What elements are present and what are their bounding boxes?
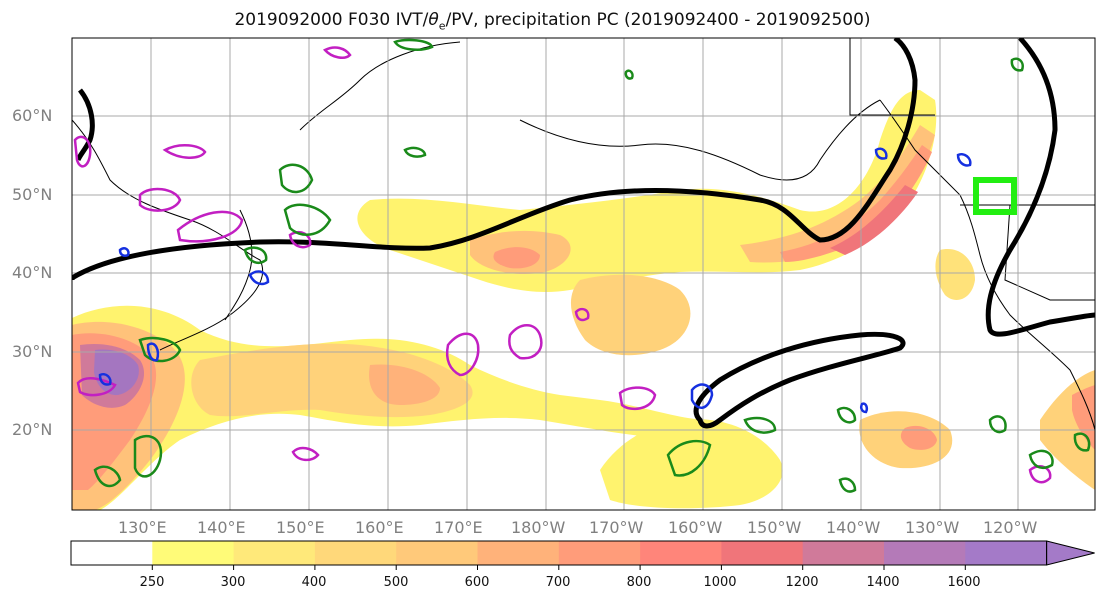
title-prefix: 2019092000 F030 IVT/ <box>234 10 429 30</box>
pv-contours-blue <box>98 147 972 414</box>
map-plot-area <box>72 38 1095 510</box>
colorbar-tick-500: 500 <box>383 575 409 590</box>
colorbar-tick-1200: 1200 <box>785 575 819 590</box>
title-suffix: /PV, precipitation PC (2019092400 - 2019… <box>445 10 871 30</box>
colorbar-extend-arrow <box>1046 540 1095 566</box>
map-frame <box>71 37 1096 511</box>
colorbar-segment <box>233 541 316 565</box>
lat-label-40: 40°N <box>12 263 53 282</box>
lon-label-150w: 150°W <box>747 518 802 537</box>
ivt-band-19 <box>935 249 975 300</box>
colorbar-segment <box>721 541 804 565</box>
lon-label-160e: 160°E <box>355 518 404 537</box>
lat-label-30: 30°N <box>12 342 53 361</box>
lon-label-130w: 130°W <box>905 518 960 537</box>
ivt-band-14 <box>600 419 783 509</box>
colorbar-segment <box>640 541 722 565</box>
ivt-band-6 <box>369 364 440 405</box>
kamchatka-coast <box>299 41 461 131</box>
title-theta-sub: e <box>438 19 446 33</box>
lat-label-60: 60°N <box>12 106 53 125</box>
colorbar-tick-600: 600 <box>464 575 490 590</box>
colorbar-segment <box>558 541 641 565</box>
colorbar-segment <box>802 541 885 565</box>
lon-label-150e: 150°E <box>276 518 325 537</box>
ivt-band-12 <box>830 185 918 255</box>
colorbar-tick-1400: 1400 <box>866 575 900 590</box>
ivt-band-18 <box>1072 385 1095 450</box>
north-america-coast <box>879 99 1095 431</box>
lon-label-120w: 120°W <box>983 518 1038 537</box>
aleutian-coast <box>519 99 881 181</box>
lat-label-50: 50°N <box>12 185 53 204</box>
state-borders <box>1004 204 1095 301</box>
ivt-band-13 <box>570 274 691 356</box>
colorbar-segment <box>477 541 560 565</box>
colorbar-tick-700: 700 <box>545 575 571 590</box>
japan-coast <box>224 209 253 321</box>
colorbar-segment <box>152 541 235 565</box>
title-theta: θ <box>428 10 439 30</box>
theta-e-contour-closed <box>693 331 906 429</box>
theta-e-contour-west <box>75 88 95 162</box>
lon-label-130e: 130°E <box>118 518 167 537</box>
colorbar-segment <box>396 541 478 565</box>
figure-title: 2019092000 F030 IVT/θe/PV, precipitation… <box>0 10 1105 32</box>
lon-label-170w: 170°W <box>589 518 644 537</box>
colorbar <box>70 540 1095 570</box>
colorbar-segment <box>884 541 966 565</box>
colorbar-segment <box>965 541 1048 565</box>
colorbar-tick-1000: 1000 <box>703 575 737 590</box>
colorbar-tick-800: 800 <box>626 575 652 590</box>
colorbar-tick-1600: 1600 <box>947 575 981 590</box>
target-region-box <box>973 177 1017 215</box>
pv-contours-magenta <box>73 46 1052 484</box>
theta-e-contour-east <box>985 38 1095 337</box>
colorbar-tick-300: 300 <box>220 575 246 590</box>
ivt-band-16 <box>900 425 937 450</box>
colorbar-segment <box>314 541 397 565</box>
lon-label-140e: 140°E <box>197 518 246 537</box>
lon-label-180w: 180°W <box>511 518 566 537</box>
theta-e-contour-main <box>72 38 918 281</box>
lon-label-160w: 160°W <box>668 518 723 537</box>
lon-label-140w: 140°W <box>826 518 881 537</box>
canada-border-west <box>849 38 935 116</box>
theta-e-contours <box>72 38 1095 429</box>
coastlines <box>72 38 1095 431</box>
colorbar-segment <box>71 541 153 565</box>
ivt-band-9 <box>493 247 540 269</box>
ivt-shading <box>72 90 1095 510</box>
colorbar-tick-250: 250 <box>139 575 165 590</box>
lat-label-20: 20°N <box>12 420 53 439</box>
colorbar-tick-400: 400 <box>301 575 327 590</box>
lon-label-170e: 170°E <box>434 518 483 537</box>
